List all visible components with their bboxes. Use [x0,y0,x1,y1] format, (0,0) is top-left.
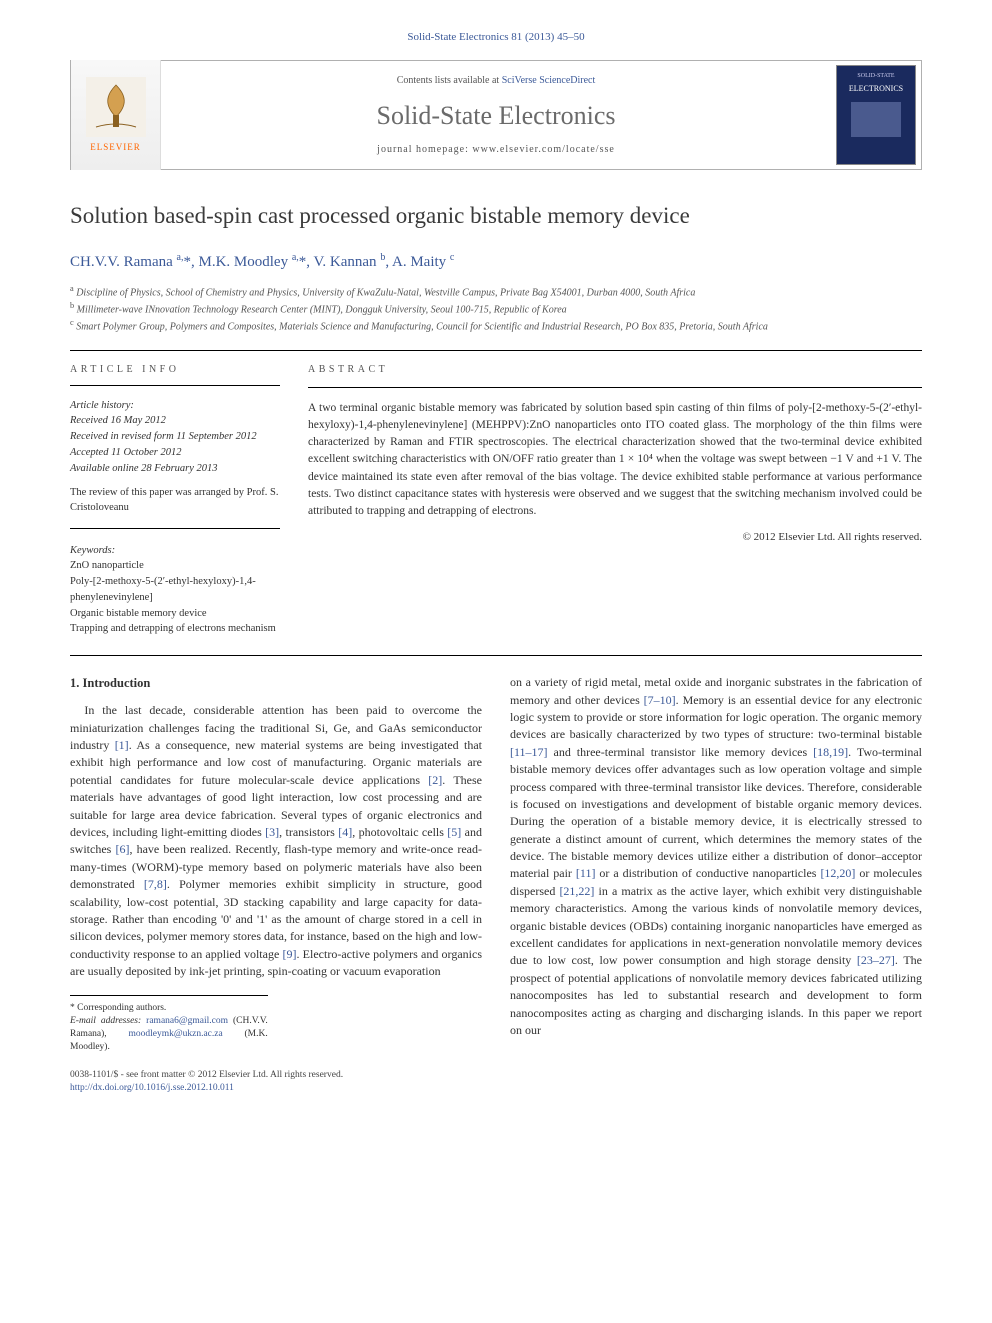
keyword: ZnO nanoparticle [70,558,280,574]
article-info-column: article info Article history: Received 1… [70,363,280,638]
homepage-url[interactable]: www.elsevier.com/locate/sse [472,144,614,155]
corresponding-footnote: * Corresponding authors. E-mail addresse… [70,995,268,1055]
journal-name: Solid-State Electronics [169,98,823,134]
cover-label-1: SOLID-STATE [857,72,894,80]
history-block: Article history: Received 16 May 2012 Re… [70,398,280,477]
contents-lists-line: Contents lists available at SciVerse Sci… [169,74,823,88]
info-rule [70,385,280,386]
intro-paragraph-left: In the last decade, considerable attenti… [70,702,482,980]
issn-copyright-block: 0038-1101/$ - see front matter © 2012 El… [70,1069,343,1096]
online-date: Available online 28 February 2013 [70,461,280,477]
keywords-rule [70,528,280,529]
affiliation-c: c Smart Polymer Group, Polymers and Comp… [70,317,922,334]
affiliation-b: b Millimeter-wave INnovation Technology … [70,300,922,317]
history-label: Article history: [70,398,280,414]
received-date: Received 16 May 2012 [70,413,280,429]
page-footer: 0038-1101/$ - see front matter © 2012 El… [70,1069,922,1096]
keyword: Organic bistable memory device [70,606,280,622]
abstract-rule [308,387,922,388]
corresponding-label: * Corresponding authors. [70,1002,268,1015]
affiliations: a Discipline of Physics, School of Chemi… [70,283,922,335]
journal-header-box: ELSEVIER Contents lists available at Sci… [70,60,922,170]
abstract-head: abstract [308,363,922,377]
accepted-date: Accepted 11 October 2012 [70,445,280,461]
issn-line: 0038-1101/$ - see front matter © 2012 El… [70,1069,343,1082]
authors-list: CH.V.V. Ramana a,*, M.K. Moodley a,*, V.… [70,251,922,273]
sciencedirect-link[interactable]: SciVerse ScienceDirect [502,75,596,86]
email-line: E-mail addresses: ramana6@gmail.com (CH.… [70,1015,268,1055]
abstract-text: A two terminal organic bistable memory w… [308,400,922,521]
homepage-prefix: journal homepage: [377,144,472,155]
revised-date: Received in revised form 11 September 20… [70,429,280,445]
article-title: Solution based-spin cast processed organ… [70,200,922,232]
elsevier-tree-icon [86,77,146,137]
keyword: Trapping and detrapping of electrons mec… [70,621,280,637]
email-label: E-mail addresses: [70,1016,141,1026]
header-center: Contents lists available at SciVerse Sci… [161,66,831,164]
keywords-block: Keywords: ZnO nanoparticle Poly-[2-metho… [70,543,280,638]
review-note: The review of this paper was arranged by… [70,486,280,515]
email-2[interactable]: moodleymk@ukzn.ac.za [128,1029,222,1039]
horizontal-rule-mid [70,655,922,656]
article-info-head: article info [70,363,280,377]
intro-paragraph-right: on a variety of rigid metal, metal oxide… [510,674,922,1039]
keywords-label: Keywords: [70,543,280,559]
horizontal-rule-top [70,350,922,351]
page-header: Solid-State Electronics 81 (2013) 45–50 [70,30,922,45]
info-abstract-row: article info Article history: Received 1… [70,363,922,638]
publisher-name: ELSEVIER [90,141,141,154]
section-1-heading: 1. Introduction [70,674,482,692]
doi-link[interactable]: http://dx.doi.org/10.1016/j.sse.2012.10.… [70,1082,343,1095]
elsevier-logo: ELSEVIER [71,60,161,170]
cover-image-icon [851,102,901,137]
cover-label-2: ELECTRONICS [849,83,903,94]
abstract-copyright: © 2012 Elsevier Ltd. All rights reserved… [308,530,922,545]
journal-cover-thumbnail: SOLID-STATE ELECTRONICS [836,65,916,165]
abstract-column: abstract A two terminal organic bistable… [308,363,922,638]
body-two-column: 1. Introduction In the last decade, cons… [70,674,922,1055]
keyword: Poly-[2-methoxy-5-(2′-ethyl-hexyloxy)-1,… [70,574,280,606]
contents-prefix: Contents lists available at [397,75,502,86]
affiliation-a: a Discipline of Physics, School of Chemi… [70,283,922,300]
email-1[interactable]: ramana6@gmail.com [146,1016,228,1026]
homepage-line: journal homepage: www.elsevier.com/locat… [169,143,823,157]
